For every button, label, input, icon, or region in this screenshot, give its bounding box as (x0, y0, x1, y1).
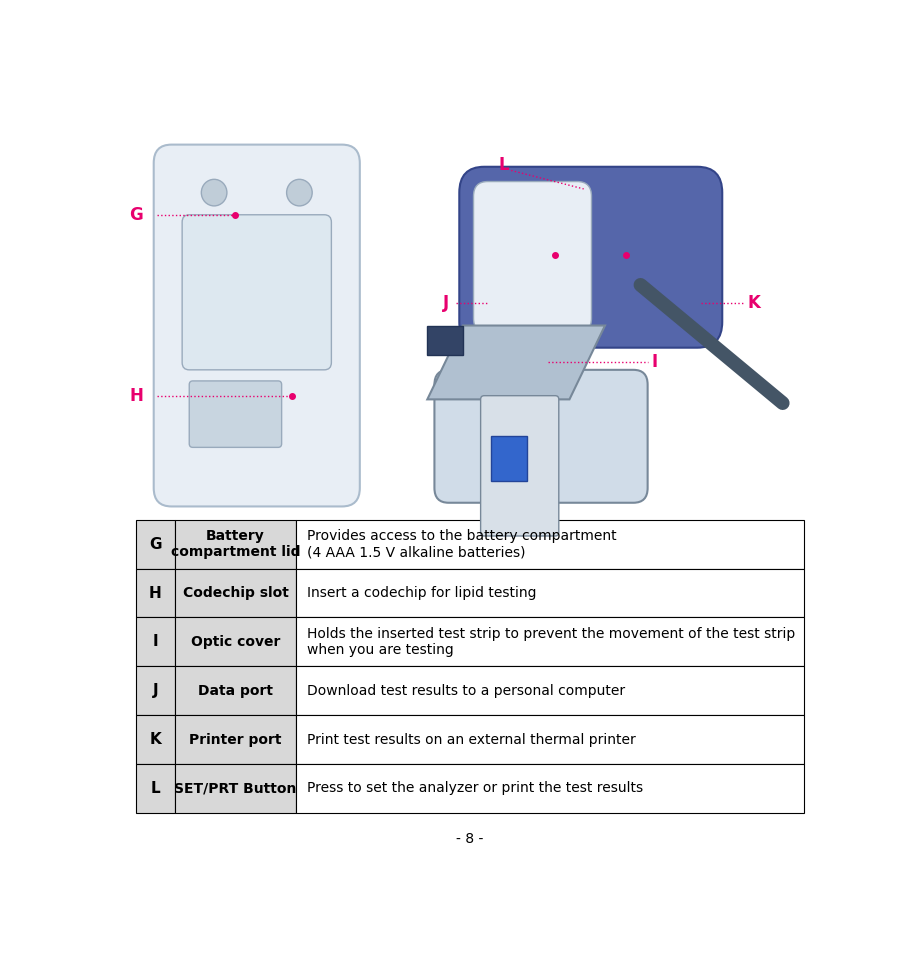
FancyBboxPatch shape (189, 381, 282, 448)
Bar (492, 436, 527, 480)
Bar (296, 618, 804, 667)
Text: Printer port: Printer port (189, 733, 282, 747)
FancyBboxPatch shape (473, 181, 591, 333)
Text: K: K (747, 294, 760, 313)
Circle shape (202, 179, 226, 206)
Bar (175, 569, 296, 618)
FancyBboxPatch shape (435, 370, 647, 503)
Text: K: K (149, 732, 161, 747)
Bar (296, 764, 804, 813)
Text: Download test results to a personal computer: Download test results to a personal comp… (306, 684, 624, 698)
Bar (175, 764, 296, 813)
Text: Battery
compartment lid: Battery compartment lid (171, 529, 300, 559)
Text: I: I (152, 635, 159, 649)
Bar (136, 569, 175, 618)
Bar (175, 715, 296, 764)
FancyBboxPatch shape (182, 215, 331, 370)
Bar (136, 715, 175, 764)
Text: Holds the inserted test strip to prevent the movement of the test strip
when you: Holds the inserted test strip to prevent… (306, 627, 795, 657)
Bar (136, 520, 175, 569)
Text: SET/PRT Button: SET/PRT Button (174, 782, 296, 795)
Bar (296, 569, 804, 618)
Text: H: H (149, 586, 162, 600)
Text: G: G (129, 206, 143, 223)
Bar (175, 520, 296, 569)
Bar (296, 715, 804, 764)
Bar (136, 764, 175, 813)
Text: Data port: Data port (198, 684, 273, 698)
Text: Insert a codechip for lipid testing: Insert a codechip for lipid testing (306, 586, 536, 600)
Text: Codechip slot: Codechip slot (182, 586, 288, 600)
Text: G: G (149, 537, 161, 551)
Bar (175, 667, 296, 715)
Bar (296, 667, 804, 715)
Text: J: J (152, 683, 159, 698)
Text: Print test results on an external thermal printer: Print test results on an external therma… (306, 733, 635, 747)
Bar (296, 520, 804, 569)
Bar (136, 667, 175, 715)
Text: J: J (443, 294, 448, 313)
Text: H: H (129, 386, 143, 405)
Polygon shape (427, 325, 605, 399)
Text: Provides access to the battery compartment
(4 AAA 1.5 V alkaline batteries): Provides access to the battery compartme… (306, 529, 616, 559)
Text: L: L (150, 781, 160, 796)
Text: L: L (499, 156, 509, 175)
Circle shape (287, 179, 312, 206)
Bar (175, 618, 296, 667)
Text: Optic cover: Optic cover (191, 635, 280, 649)
Text: I: I (651, 354, 657, 371)
FancyBboxPatch shape (459, 167, 723, 348)
FancyBboxPatch shape (481, 396, 558, 536)
Text: - 8 -: - 8 - (457, 831, 483, 846)
Bar (136, 618, 175, 667)
Text: Press to set the analyzer or print the test results: Press to set the analyzer or print the t… (306, 782, 643, 795)
FancyBboxPatch shape (154, 145, 359, 506)
Polygon shape (427, 325, 463, 355)
